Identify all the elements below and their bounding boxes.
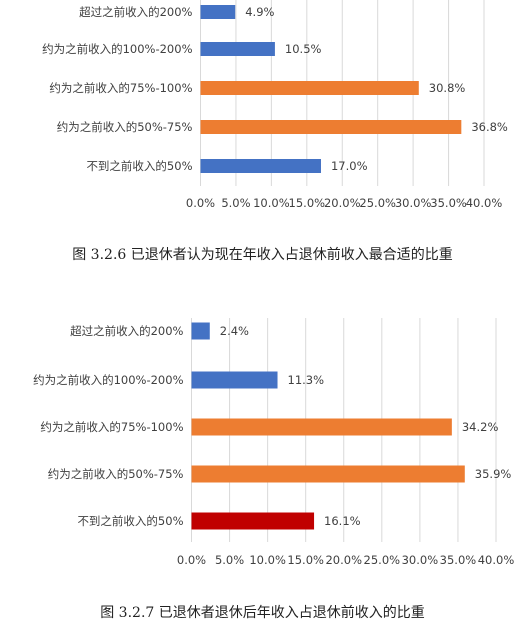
x-tick-label: 35.0% (440, 553, 477, 567)
x-tick-label: 30.0% (395, 196, 432, 210)
x-tick-label: 0.0% (177, 553, 206, 567)
value-label: 30.8% (429, 81, 466, 95)
x-tick-label: 5.0% (215, 553, 244, 567)
x-tick-label: 30.0% (402, 553, 439, 567)
bar (191, 418, 452, 436)
value-label: 34.2% (462, 420, 499, 434)
value-label: 4.9% (245, 5, 274, 19)
x-tick-label: 40.0% (478, 553, 515, 567)
x-tick-label: 10.0% (253, 196, 290, 210)
bar (200, 120, 462, 134)
chart-2-svg: 0.0% 5.0% 10.0% 15.0% 20.0% 25.0% 30.0% 35.0% 40… (33, 318, 514, 567)
category-label: 超过之前收入的200% (79, 5, 192, 19)
value-label: 2.4% (220, 324, 249, 338)
chart-2-caption: 图 3.2.7 已退休者退休后年收入占退休前收入的比重 (100, 605, 425, 621)
x-tick-label: 40.0% (466, 196, 503, 210)
chart-1-plot: 0.0% 5.0% 10.0%15.0%20.0%25.0%30.0%35.0%40… (42, 0, 508, 210)
category-label: 不到之前收入的50% (86, 159, 192, 173)
x-tick-label: 20.0% (324, 196, 361, 210)
bar (200, 5, 236, 19)
value-label: 16.1% (324, 514, 361, 528)
x-tick-label: 10.0% (249, 553, 286, 567)
bar (200, 81, 419, 95)
x-tick-label: 25.0% (364, 553, 401, 567)
x-tick-label: 15.0% (287, 553, 324, 567)
bar (191, 322, 210, 340)
bar (200, 159, 321, 173)
chart-1-caption: 图 3.2.6 已退休者认为现在年收入占退休前收入最合适的比重 (72, 247, 453, 263)
x-tick-label: 25.0% (359, 196, 396, 210)
bar (191, 465, 465, 483)
category-label: 不到之前收入的50% (77, 514, 183, 528)
value-label: 36.8% (471, 120, 508, 134)
chart-1: 0.0% 5.0% 10.0% 15.0% 20.0% 25.0% 30.0% 35.0% 40… (0, 0, 525, 215)
x-tick-label: 20.0% (325, 553, 362, 567)
value-label: 10.5% (285, 42, 322, 56)
value-label: 17.0% (331, 159, 368, 173)
chart-1-svg: 0.0% 5.0% 10.0%15.0%20.0%25.0%30.0%35.0%40… (42, 0, 508, 210)
category-label: 约为之前收入的100%-200% (33, 373, 183, 387)
value-label: 35.9% (475, 467, 512, 481)
value-label: 11.3% (288, 373, 325, 387)
category-label: 超过之前收入的200% (70, 324, 183, 338)
category-label: 约为之前收入的75%-100% (49, 81, 192, 95)
category-label: 约为之前收入的75%-100% (40, 420, 183, 434)
x-tick-label: 35.0% (430, 196, 467, 210)
x-tick-label: 5.0% (221, 196, 250, 210)
bar (191, 512, 315, 530)
bar (200, 42, 275, 56)
category-label: 约为之前收入的100%-200% (42, 42, 192, 56)
chart-2-plot: 0.0% 5.0% 10.0% 15.0% 20.0% 25.0% 30.0% 35.0% 40… (33, 318, 514, 567)
chart-2: 0.0% 5.0% 10.0% 15.0% 20.0% 25.0% 30.0% 35.0% 40… (0, 312, 525, 577)
x-tick-label: 0.0% (186, 196, 215, 210)
x-tick-label: 15.0% (289, 196, 326, 210)
bar (191, 371, 278, 389)
category-label: 约为之前收入的50%-75% (57, 120, 193, 134)
category-label: 约为之前收入的50%-75% (48, 467, 184, 481)
